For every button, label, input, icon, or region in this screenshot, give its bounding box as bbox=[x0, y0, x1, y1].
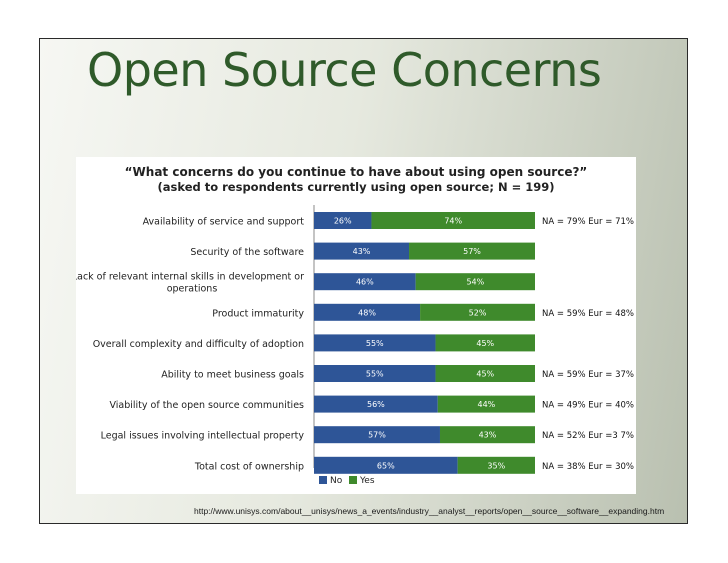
bar-segment-no bbox=[314, 242, 410, 260]
data-label: 56% bbox=[367, 400, 385, 409]
data-label: 57% bbox=[368, 431, 386, 440]
category-label: Security of the software bbox=[190, 247, 304, 258]
bar-segment-no bbox=[314, 395, 438, 413]
data-label: 48% bbox=[358, 308, 376, 317]
category-label: Availability of service and support bbox=[143, 217, 305, 228]
stacked-bar-chart: “What concerns do you continue to have a… bbox=[76, 165, 634, 486]
slide-title: Open Source Concerns bbox=[87, 43, 602, 97]
category-label: Legal issues involving intellectual prop… bbox=[101, 431, 305, 442]
chart-subtitle: (asked to respondents currently using op… bbox=[158, 180, 555, 194]
data-label: 43% bbox=[353, 247, 371, 256]
bar-segment-yes bbox=[439, 426, 535, 444]
legend-label-yes: Yes bbox=[359, 476, 375, 486]
chart-panel: “What concerns do you continue to have a… bbox=[76, 157, 636, 494]
legend-label-no: No bbox=[330, 476, 343, 486]
data-label: 52% bbox=[469, 308, 487, 317]
category-label: Viability of the open source communities bbox=[109, 400, 304, 411]
data-label: 35% bbox=[487, 461, 505, 470]
data-label: 45% bbox=[476, 370, 494, 379]
category-label: Ability to meet business goals bbox=[161, 370, 304, 381]
bar-segment-yes bbox=[435, 334, 535, 352]
category-label: Total cost of ownership bbox=[194, 461, 304, 472]
bar-segment-yes bbox=[457, 456, 535, 474]
bar-segment-yes bbox=[420, 303, 535, 321]
category-label: Product immaturity bbox=[212, 308, 304, 319]
region-annotation: NA = 52% Eur =3 7% bbox=[542, 431, 634, 441]
data-label: 55% bbox=[366, 370, 384, 379]
category-label: operations bbox=[167, 284, 218, 295]
region-annotation: NA = 59% Eur = 48% bbox=[542, 309, 634, 319]
data-label: 44% bbox=[477, 400, 495, 409]
bar-segment-no bbox=[314, 273, 416, 291]
chart-title: “What concerns do you continue to have a… bbox=[125, 165, 588, 179]
bar-segment-yes bbox=[409, 242, 535, 260]
region-annotation: NA = 49% Eur = 40% bbox=[542, 401, 634, 411]
data-label: 26% bbox=[334, 217, 352, 226]
slide: Open Source Concerns “What concerns do y… bbox=[39, 38, 688, 524]
bar-segment-no bbox=[314, 212, 372, 229]
region-annotation: NA = 59% Eur = 37% bbox=[542, 370, 634, 380]
category-label: Lack of relevant internal skills in deve… bbox=[76, 272, 304, 283]
bar-segment-no bbox=[314, 426, 440, 444]
legend-swatch-yes bbox=[349, 476, 357, 484]
data-label: 55% bbox=[366, 339, 384, 348]
data-label: 74% bbox=[444, 217, 462, 226]
bar-segment-yes bbox=[435, 365, 535, 382]
bar-segment-yes bbox=[371, 212, 535, 229]
bar-segment-yes bbox=[415, 273, 535, 291]
bar-segment-no bbox=[314, 334, 436, 352]
bar-segment-no bbox=[314, 365, 436, 382]
data-label: 45% bbox=[476, 339, 494, 348]
source-url[interactable]: http://www.unisys.com/about__unisys/news… bbox=[194, 506, 665, 516]
category-label: Overall complexity and difficulty of ado… bbox=[93, 339, 304, 350]
bar-segment-yes bbox=[437, 395, 535, 413]
region-annotation: NA = 38% Eur = 30% bbox=[542, 462, 634, 472]
legend-swatch-no bbox=[319, 476, 327, 484]
data-label: 46% bbox=[356, 278, 374, 287]
data-label: 57% bbox=[463, 247, 481, 256]
region-annotation: NA = 79% Eur = 71% bbox=[542, 217, 634, 227]
data-label: 54% bbox=[466, 278, 484, 287]
data-label: 65% bbox=[377, 461, 395, 470]
bar-segment-no bbox=[314, 303, 421, 321]
bar-segment-no bbox=[314, 456, 458, 474]
data-label: 43% bbox=[479, 431, 497, 440]
